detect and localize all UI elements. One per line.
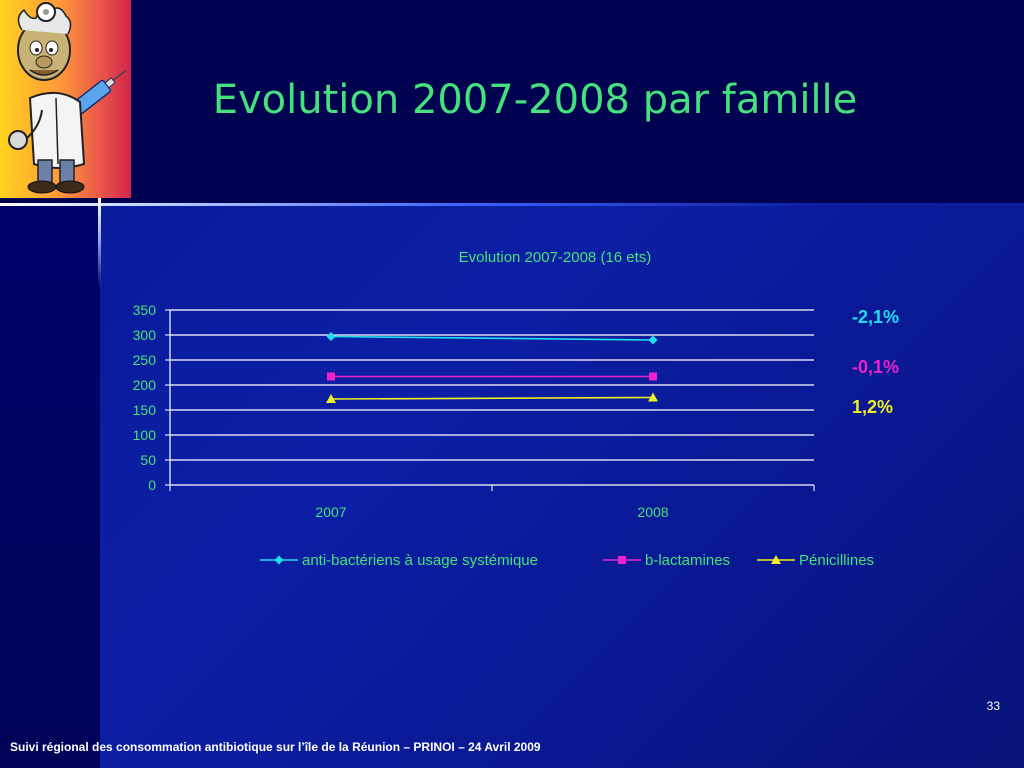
x-tick-label: 2008 [637,504,668,520]
data-point [649,372,657,381]
growth-annotation: -2,1% [852,307,900,327]
y-tick-label: 200 [133,377,157,393]
y-tick-label: 250 [133,352,157,368]
y-tick-label: 350 [133,302,157,318]
y-tick-label: 0 [148,477,156,493]
left-strip [0,205,100,768]
y-tick-label: 300 [133,327,157,343]
data-point [648,335,658,345]
series-line [330,396,654,400]
chart-title: Evolution 2007-2008 (16 ets) [459,249,652,266]
chart-grid [170,309,814,461]
content-panel [100,205,1024,768]
footer-text: Suivi régional des consommation antibiot… [10,740,541,754]
chart-axes: 0 50 100 150 200 250 300 350 2007 2008 [133,302,815,520]
growth-annotation: 1,2% [852,397,894,417]
horizontal-divider [0,203,1024,206]
y-tick-label: 150 [133,402,157,418]
title-band [0,0,1024,205]
slide-title: Evolution 2007-2008 par famille [212,77,858,123]
chart-legend: anti-bactériens à usage systémique b-lact… [260,552,874,569]
x-tick-label: 2007 [315,504,346,520]
legend-label: anti-bactériens à usage systémique [302,552,538,569]
legend-marker [618,556,626,564]
series-line [330,335,654,341]
line-chart: Evolution 2007-2008 (16 ets) 0 50 100 150 20… [133,249,874,569]
data-point [326,394,336,403]
data-point [648,392,658,402]
chart-series [326,332,658,403]
data-point [326,332,336,341]
doctor-cartoon-logo [0,0,131,198]
data-point [327,372,335,381]
legend-label: Pénicillines [799,552,874,569]
legend-label: b-lactamines [645,552,730,569]
growth-annotation: -0,1% [852,357,900,377]
vertical-divider [98,198,101,288]
y-tick-label: 50 [140,452,156,468]
doctor-cartoon-icon [8,2,127,194]
legend-marker [771,555,781,564]
y-tick-label: 100 [133,427,157,443]
legend-marker [274,555,284,565]
slide-number: 33 [986,699,1000,713]
